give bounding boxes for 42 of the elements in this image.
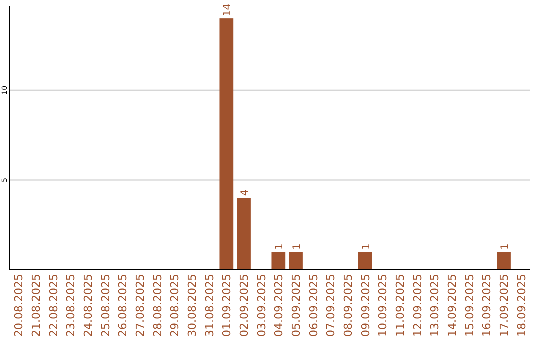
x-tick-label: 26.08.2025 [116,274,130,337]
x-tick-label: 28.08.2025 [151,274,164,337]
x-tick-label: 13.09.2025 [428,274,442,337]
x-tick-label: 16.09.2025 [480,274,494,337]
x-tick-label: 21.08.2025 [30,274,43,337]
x-tick-label: 14.09.2025 [446,274,459,337]
bar [289,252,303,270]
x-tick-label: 17.09.2025 [498,274,511,337]
x-tick-label: 04.09.2025 [272,274,286,337]
data-label: 1 [361,244,372,250]
x-tick-label: 24.08.2025 [82,274,95,337]
x-tick-label: 22.08.2025 [47,274,60,337]
x-tick-label: 07.09.2025 [324,274,338,337]
data-label: 1 [500,244,511,250]
x-tick-label: 25.08.2025 [99,274,112,337]
x-tick-label: 02.09.2025 [238,274,251,337]
x-tick-label: 08.09.2025 [342,274,355,337]
x-tick-label: 12.09.2025 [411,274,424,337]
x-tick-label: 10.09.2025 [376,274,390,337]
bar [272,252,286,270]
x-tick-label: 27.08.2025 [134,274,147,337]
x-tick-label: 23.08.2025 [64,274,78,337]
x-tick-label: 31.08.2025 [203,274,216,337]
x-tick-label: 18.09.2025 [515,274,528,337]
x-tick-label: 01.09.2025 [220,274,234,337]
x-tick-label: 05.09.2025 [290,274,303,337]
x-tick-label: 30.08.2025 [186,274,199,337]
data-label: 1 [274,244,286,250]
x-tick-label: 09.09.2025 [359,274,372,337]
x-tick-label: 03.09.2025 [255,274,268,337]
bar [237,198,251,270]
data-label: 14 [222,4,234,17]
bar [497,252,511,270]
x-tick-label: 20.08.2025 [12,274,26,337]
x-tick-label: 29.08.2025 [168,274,182,337]
bar [358,252,372,270]
data-label: 4 [240,190,251,196]
data-label: 1 [292,244,303,250]
x-tick-label: 15.09.2025 [463,274,476,337]
x-tick-label: 06.09.2025 [307,274,320,337]
x-tick-label: 11.09.2025 [394,274,407,337]
bar [220,18,234,270]
